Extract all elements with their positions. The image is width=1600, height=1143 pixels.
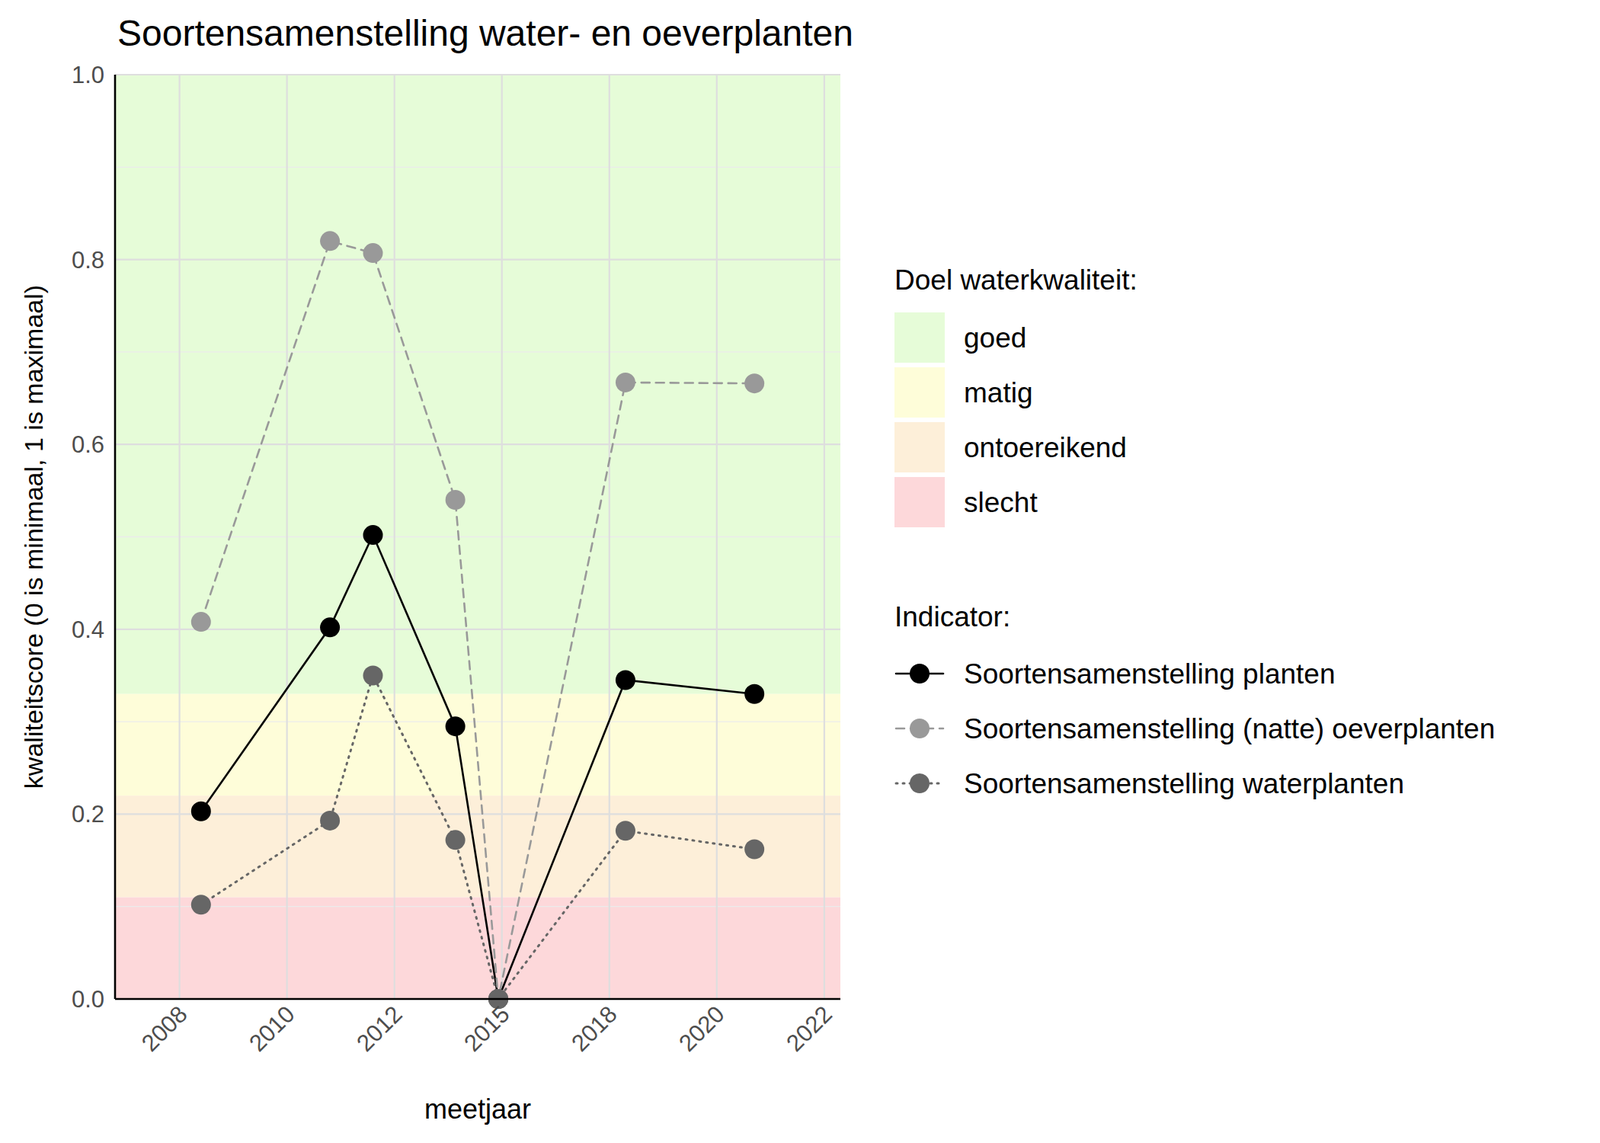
point [445, 716, 466, 736]
point [320, 810, 340, 831]
x-grid [393, 74, 396, 999]
legend: Doel waterkwaliteit: goed matig ontoereiken… [894, 264, 1495, 800]
point [191, 611, 212, 632]
y-axis [114, 74, 117, 999]
x-tick-label: 2008 [136, 1000, 193, 1057]
legend-label: ontoereikend [963, 432, 1127, 464]
point [320, 617, 340, 637]
point [615, 820, 636, 841]
point [445, 489, 466, 510]
point [191, 801, 212, 822]
minor-grid [115, 905, 841, 907]
point [744, 684, 765, 704]
x-tick-label: 2018 [566, 1000, 623, 1057]
minor-grid [115, 166, 841, 168]
legend-label: Soortensamenstelling planten [963, 658, 1336, 690]
x-grid [286, 74, 288, 999]
y-grid [115, 259, 841, 261]
legend-key [894, 367, 945, 418]
x-grid [501, 74, 503, 999]
band [115, 897, 841, 999]
x-tick-label: 2010 [243, 1000, 301, 1057]
point [615, 372, 636, 393]
y-grid [115, 73, 841, 76]
x-grid [716, 74, 718, 999]
legend-label: Soortensamenstelling waterplanten [963, 768, 1405, 800]
legend-title: Doel waterkwaliteit: [894, 264, 1138, 296]
x-grid [179, 74, 181, 999]
point [362, 665, 383, 685]
x-tick-label: 2012 [351, 1000, 408, 1057]
y-tick-label: 0.0 [71, 985, 105, 1013]
series-line [201, 675, 755, 999]
y-axis-title: kwaliteitscore (0 is minimaal, 1 is maxi… [19, 284, 48, 789]
y-grid [115, 628, 841, 631]
grid [115, 74, 841, 999]
y-tick-label: 0.6 [71, 431, 105, 458]
y-tick-label: 0.4 [71, 616, 105, 644]
chart: 0.0 0.2 0.4 0.6 0.8 1.0 2008 2010 2012 2015 2018 20… [0, 0, 1600, 1143]
bands [115, 74, 841, 999]
x-grid [823, 74, 826, 999]
point [445, 829, 466, 850]
x-tick-label: 2022 [780, 1000, 838, 1057]
legend-key [894, 312, 945, 363]
point [744, 838, 765, 859]
point [744, 373, 765, 394]
legend-title: Indicator: [894, 601, 1011, 633]
y-grid [115, 812, 841, 815]
x-axis-title: meetjaar [424, 1093, 532, 1125]
legend-label: goed [963, 322, 1027, 354]
legend-key [894, 476, 945, 528]
y-tick-label: 0.2 [71, 800, 105, 828]
point [362, 243, 383, 263]
x-grid [608, 74, 611, 999]
background [0, 0, 1600, 1143]
point [362, 524, 383, 545]
minor-grid [115, 351, 841, 352]
point [191, 894, 212, 915]
x-axis [115, 998, 841, 1001]
point [615, 670, 636, 691]
legend-label: Soortensamenstelling (natte) oeverplante… [963, 713, 1495, 745]
legend-key [894, 422, 945, 473]
minor-grid [115, 720, 841, 722]
point [320, 230, 340, 251]
band [115, 74, 841, 695]
x-tick-label: 2020 [673, 1000, 730, 1057]
y-grid [115, 998, 841, 1000]
minor-grid [115, 536, 841, 538]
y-tick-label: 1.0 [71, 61, 105, 89]
y-grid [115, 443, 841, 445]
legend-label: matig [963, 377, 1033, 409]
title: Soortensamenstelling water- en oeverplan… [117, 12, 854, 54]
legend-label: slecht [963, 486, 1038, 519]
x-tick-label: 2015 [458, 1000, 516, 1057]
legend-marker [909, 663, 930, 684]
band [115, 795, 841, 897]
legend-marker [909, 718, 930, 739]
series [191, 230, 765, 1009]
legend-marker [909, 773, 930, 794]
series-line [201, 240, 755, 999]
y-tick-label: 0.8 [71, 246, 105, 274]
